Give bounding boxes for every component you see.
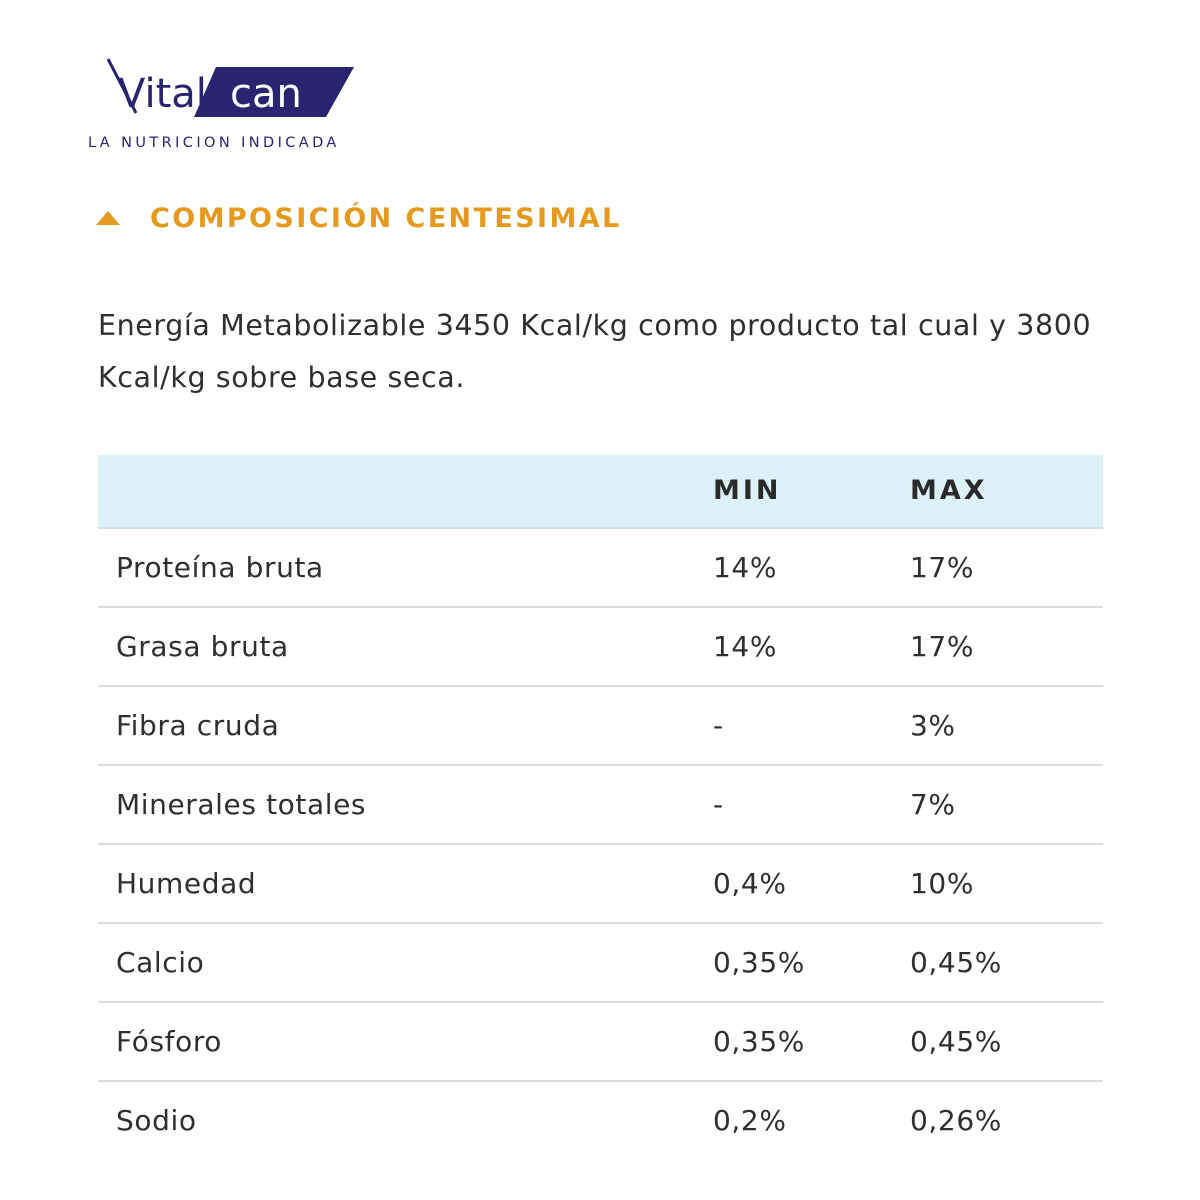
max-value: 3% bbox=[910, 709, 956, 742]
min-value: 14% bbox=[713, 630, 778, 663]
table-row: Fósforo 0,35% 0,45% bbox=[98, 1003, 1103, 1082]
max-value: 10% bbox=[910, 867, 975, 900]
nutrient-name: Fibra cruda bbox=[116, 709, 280, 742]
column-header-max: MAX bbox=[910, 475, 988, 506]
nutrient-name: Calcio bbox=[116, 946, 205, 979]
min-value: 0,2% bbox=[713, 1104, 787, 1137]
max-value: 17% bbox=[910, 630, 975, 663]
min-value: 14% bbox=[713, 551, 778, 584]
min-value: 0,35% bbox=[713, 946, 805, 979]
nutrient-name: Grasa bruta bbox=[116, 630, 289, 663]
max-value: 0,45% bbox=[910, 946, 1002, 979]
triangle-up-icon bbox=[96, 211, 120, 225]
table-row: Grasa bruta 14% 17% bbox=[98, 608, 1103, 687]
brand-logo: Vital can LA NUTRICION INDICADA bbox=[88, 55, 358, 155]
nutrient-name: Proteína bruta bbox=[116, 551, 324, 584]
table-header: MIN MAX bbox=[98, 455, 1103, 529]
table-row: Proteína bruta 14% 17% bbox=[98, 529, 1103, 608]
logo-text-can: can bbox=[230, 71, 302, 117]
min-value: 0,35% bbox=[713, 1025, 805, 1058]
table-row: Minerales totales - 7% bbox=[98, 766, 1103, 845]
logo-text-vital: Vital bbox=[118, 71, 207, 117]
min-value: 0,4% bbox=[713, 867, 787, 900]
column-header-min: MIN bbox=[713, 475, 782, 506]
brand-tagline: LA NUTRICION INDICADA bbox=[88, 135, 340, 151]
min-value: - bbox=[713, 709, 724, 742]
nutrient-name: Minerales totales bbox=[116, 788, 367, 821]
section-title: COMPOSICIÓN CENTESIMAL bbox=[150, 202, 622, 234]
nutrient-name: Sodio bbox=[116, 1104, 197, 1137]
max-value: 0,45% bbox=[910, 1025, 1002, 1058]
table-row: Humedad 0,4% 10% bbox=[98, 845, 1103, 924]
max-value: 17% bbox=[910, 551, 975, 584]
vitalcan-logo: Vital can bbox=[106, 58, 354, 117]
nutrient-name: Fósforo bbox=[116, 1025, 223, 1058]
table-row: Sodio 0,2% 0,26% bbox=[98, 1082, 1103, 1159]
table-row: Fibra cruda - 3% bbox=[98, 687, 1103, 766]
energy-description: Energía Metabolizable 3450 Kcal/kg como … bbox=[98, 309, 1092, 394]
max-value: 7% bbox=[910, 788, 956, 821]
min-value: - bbox=[713, 788, 724, 821]
nutrient-name: Humedad bbox=[116, 867, 257, 900]
table-row: Calcio 0,35% 0,45% bbox=[98, 924, 1103, 1003]
section-toggle-composicion[interactable]: COMPOSICIÓN CENTESIMAL bbox=[96, 198, 622, 238]
composition-table: MIN MAX Proteína bruta 14% 17% Grasa bru… bbox=[98, 455, 1103, 1159]
max-value: 0,26% bbox=[910, 1104, 1002, 1137]
